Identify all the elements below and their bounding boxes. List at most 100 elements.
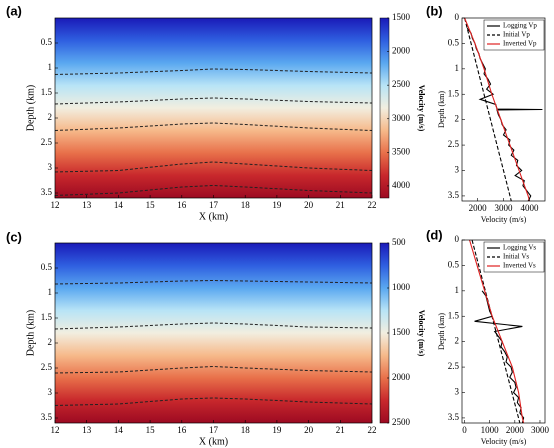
- y-tick-label: 2.5: [448, 361, 460, 371]
- panel-label: (a): [6, 3, 22, 18]
- y-tick-label: 0.5: [41, 37, 53, 47]
- y-axis-label: Depth (km): [437, 313, 446, 350]
- y-tick-label: 3.5: [41, 412, 53, 422]
- x-tick-label: 3000: [531, 425, 550, 435]
- colorbar-tick-label: 500: [392, 237, 406, 247]
- series-line: [469, 239, 525, 424]
- colorbar-label: Velocity (m/s): [417, 310, 426, 357]
- colorbar-tick-label: 2000: [392, 46, 411, 56]
- colorbar-tick-label: 1500: [392, 12, 411, 22]
- y-tick-label: 2: [455, 336, 460, 346]
- x-tick-label: 2000: [506, 425, 525, 435]
- x-tick-label: 17: [209, 200, 219, 210]
- y-tick-label: 1.5: [448, 88, 460, 98]
- y-tick-label: 0: [455, 234, 460, 244]
- x-tick-label: 2000: [469, 203, 488, 213]
- legend-label: Inverted Vp: [503, 40, 537, 48]
- x-tick-label: 15: [146, 425, 156, 435]
- y-tick-label: 0.5: [448, 259, 460, 269]
- y-tick-label: 3: [48, 387, 53, 397]
- x-axis-label: X (km): [199, 211, 228, 222]
- y-tick-label: 1: [455, 285, 460, 295]
- y-tick-label: 3: [455, 165, 460, 175]
- x-tick-label: 3000: [495, 203, 514, 213]
- colorbar-tick-label: 2500: [392, 79, 411, 89]
- series-line: [474, 290, 525, 424]
- y-tick-label: 2.5: [41, 362, 53, 372]
- x-tick-label: 22: [368, 200, 377, 210]
- x-tick-label: 16: [177, 200, 187, 210]
- legend-label: Inverted Vs: [503, 262, 536, 270]
- x-tick-label: 19: [272, 425, 282, 435]
- legend-label: Logging Vp: [503, 22, 537, 30]
- colorbar-tick-label: 3500: [392, 146, 411, 156]
- y-tick-label: 1.5: [41, 312, 53, 322]
- velocity-field: [55, 243, 372, 423]
- y-axis-label: Depth (km): [437, 91, 446, 128]
- y-tick-label: 3: [48, 162, 53, 172]
- colorbar-tick-label: 1500: [392, 327, 411, 337]
- x-tick-label: 4000: [520, 203, 539, 213]
- x-tick-label: 1000: [481, 425, 500, 435]
- x-tick-label: 20: [304, 200, 314, 210]
- y-tick-label: 1.5: [448, 310, 460, 320]
- y-tick-label: 3.5: [448, 412, 460, 422]
- x-axis-label: X (km): [199, 436, 228, 447]
- x-tick-label: 17: [209, 425, 219, 435]
- y-tick-label: 2.5: [41, 137, 53, 147]
- colorbar-label: Velocity (m/s): [417, 85, 426, 132]
- y-tick-label: 2: [48, 112, 53, 122]
- series-line: [464, 17, 530, 202]
- series-line: [464, 17, 512, 202]
- x-tick-label: 15: [146, 200, 156, 210]
- velocity-field: [55, 18, 372, 198]
- x-axis-label: Velocity (m/s): [481, 215, 527, 224]
- y-tick-label: 3.5: [448, 190, 460, 200]
- colorbar-tick-label: 4000: [392, 180, 411, 190]
- colorbar-tick-label: 2000: [392, 372, 411, 382]
- series-line: [471, 239, 521, 424]
- colorbar-tick-label: 2500: [392, 417, 411, 427]
- colorbar-tick-label: 3000: [392, 113, 411, 123]
- y-tick-label: 3: [455, 387, 460, 397]
- y-tick-label: 0.5: [448, 37, 460, 47]
- y-tick-label: 2: [48, 337, 53, 347]
- legend-label: Initial Vp: [503, 31, 530, 39]
- y-tick-label: 1.5: [41, 87, 53, 97]
- x-tick-label: 12: [51, 425, 60, 435]
- panel-label: (c): [6, 229, 22, 244]
- x-tick-label: 22: [368, 425, 377, 435]
- x-tick-label: 19: [272, 200, 282, 210]
- colorbar-tick-label: 1000: [392, 282, 411, 292]
- plot-frame: [461, 239, 546, 424]
- legend-label: Initial Vs: [503, 253, 529, 261]
- x-tick-label: 21: [336, 200, 345, 210]
- y-tick-label: 2.5: [448, 139, 460, 149]
- y-axis-label: Depth (km): [25, 310, 36, 356]
- x-axis-label: Velocity (m/s): [481, 437, 527, 446]
- x-tick-label: 18: [241, 425, 251, 435]
- x-tick-label: 21: [336, 425, 345, 435]
- x-tick-label: 16: [177, 425, 187, 435]
- y-axis-label: Depth (km): [25, 85, 36, 131]
- x-tick-label: 13: [82, 200, 92, 210]
- x-tick-label: 14: [114, 200, 124, 210]
- y-tick-label: 1: [48, 62, 53, 72]
- panel-label: (b): [426, 3, 443, 18]
- x-tick-label: 20: [304, 425, 314, 435]
- y-tick-label: 1: [48, 287, 53, 297]
- y-tick-label: 3.5: [41, 187, 53, 197]
- x-tick-label: 13: [82, 425, 92, 435]
- legend-label: Logging Vs: [503, 244, 536, 252]
- colorbar: [379, 17, 390, 199]
- x-tick-label: 18: [241, 200, 251, 210]
- y-tick-label: 0.5: [41, 262, 53, 272]
- y-tick-label: 1: [455, 63, 460, 73]
- panel-label: (d): [426, 227, 443, 242]
- y-tick-label: 2: [455, 114, 460, 124]
- x-tick-label: 14: [114, 425, 124, 435]
- x-tick-label: 0: [462, 425, 467, 435]
- x-tick-label: 12: [51, 200, 60, 210]
- y-tick-label: 0: [455, 12, 460, 22]
